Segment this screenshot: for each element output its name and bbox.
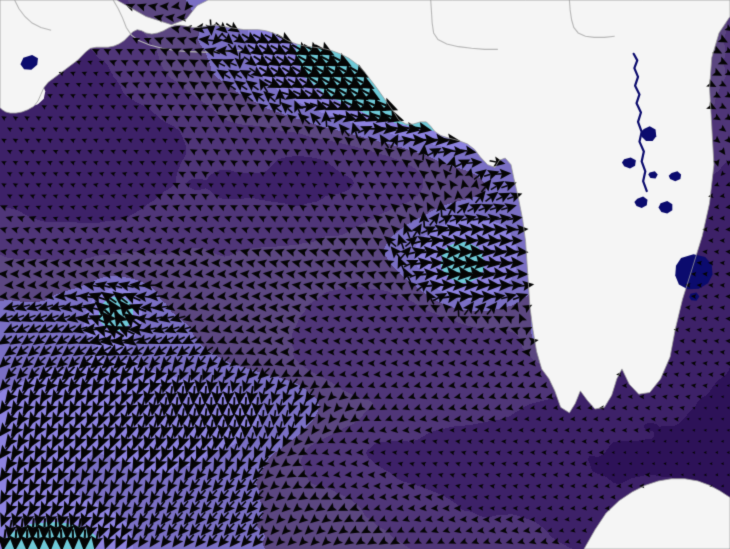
wave-height-field-canvas [0,0,730,549]
wave-height-map[interactable] [0,0,730,549]
